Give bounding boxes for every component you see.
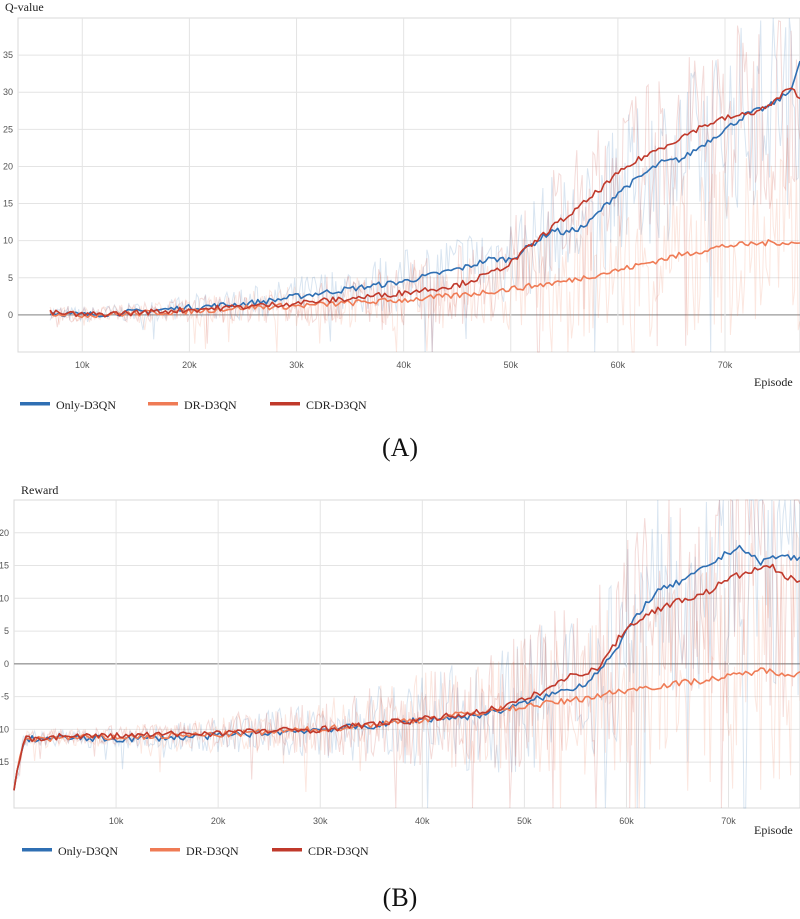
x-tick-label: 30k bbox=[289, 360, 304, 370]
y-tick-label: 5 bbox=[4, 626, 9, 636]
legend-label-cdr-d3qn: CDR-D3QN bbox=[308, 844, 369, 858]
y-tick-label: -10 bbox=[0, 724, 9, 734]
panel-a-series bbox=[49, 60, 800, 319]
series-noise-cdr bbox=[49, 20, 800, 353]
series-noise-only bbox=[13, 499, 800, 809]
series-noise-dr bbox=[13, 531, 800, 809]
legend-swatch-dr-d3qn bbox=[148, 402, 178, 406]
y-tick-label: -15 bbox=[0, 757, 9, 767]
x-tick-label: 50k bbox=[517, 816, 532, 826]
plot-frame bbox=[13, 499, 800, 809]
y-tick-label: 15 bbox=[3, 199, 13, 209]
legend-label-only-d3qn: Only-D3QN bbox=[56, 398, 116, 412]
x-tick-label: 70k bbox=[718, 360, 733, 370]
panel-b-ylabel: Reward bbox=[21, 483, 58, 497]
panel-b-legend: Only-D3QN DR-D3QN CDR-D3QN bbox=[22, 844, 369, 858]
legend-label-cdr-d3qn: CDR-D3QN bbox=[306, 398, 367, 412]
x-tick-label: 60k bbox=[611, 360, 626, 370]
panel-a-ylabel: Q-value bbox=[5, 0, 44, 14]
panel-b-caption: (B) bbox=[383, 883, 418, 912]
legend-swatch-only-d3qn bbox=[22, 848, 52, 852]
legend-swatch-only-d3qn bbox=[20, 402, 50, 406]
series-line-dr bbox=[13, 667, 800, 790]
y-tick-label: 0 bbox=[4, 659, 9, 669]
x-tick-label: 20k bbox=[182, 360, 197, 370]
series-noise-only bbox=[49, 17, 800, 353]
panel-a-noise-bands bbox=[49, 17, 800, 353]
y-tick-label: 25 bbox=[3, 124, 13, 134]
panel-a-ticks: 0 5 10 15 20 25 30 35 10k 20k 30k 40k 50k 60k 70k bbox=[3, 50, 733, 370]
legend-label-dr-d3qn: DR-D3QN bbox=[184, 398, 237, 412]
x-tick-label: 10k bbox=[109, 816, 124, 826]
panel-b-noise-bands bbox=[13, 498, 800, 809]
y-tick-label: 35 bbox=[3, 50, 13, 60]
x-tick-label: 30k bbox=[313, 816, 328, 826]
panel-b-xlabel: Episode bbox=[754, 823, 793, 837]
y-tick-label: 15 bbox=[0, 561, 9, 571]
y-tick-label: 20 bbox=[0, 528, 9, 538]
x-tick-label: 70k bbox=[721, 816, 736, 826]
legend-swatch-dr-d3qn bbox=[150, 848, 180, 852]
panel-a-legend: Only-D3QN DR-D3QN CDR-D3QN bbox=[20, 398, 367, 412]
panel-a-caption: (A) bbox=[382, 433, 418, 462]
series-line-cdr bbox=[13, 563, 800, 791]
series-line-only bbox=[49, 60, 800, 318]
panel-a: 0 5 10 15 20 25 30 35 10k 20k 30k 40k 50k 60k 70k Q-va… bbox=[3, 0, 800, 462]
y-tick-label: 0 bbox=[8, 310, 13, 320]
y-tick-label: 10 bbox=[0, 593, 9, 603]
panel-a-grid bbox=[17, 17, 800, 353]
series-line-dr bbox=[49, 239, 800, 319]
series-line-cdr bbox=[49, 87, 800, 318]
x-tick-label: 40k bbox=[415, 816, 430, 826]
legend-swatch-cdr-d3qn bbox=[272, 848, 302, 852]
legend-label-only-d3qn: Only-D3QN bbox=[58, 844, 118, 858]
y-tick-label: 10 bbox=[3, 236, 13, 246]
panel-b-ticks: -15 -10 -5 0 5 10 15 20 10k 20k 30k 40k 50k 60k 70k bbox=[0, 528, 736, 826]
x-tick-label: 20k bbox=[211, 816, 226, 826]
panel-b-grid bbox=[13, 499, 800, 809]
y-tick-label: -5 bbox=[1, 692, 9, 702]
panel-b: -15 -10 -5 0 5 10 15 20 10k 20k 30k 40k 50k 60k 70k Re… bbox=[0, 483, 800, 912]
plot-frame bbox=[17, 17, 800, 353]
panel-b-series bbox=[13, 544, 800, 791]
legend-label-dr-d3qn: DR-D3QN bbox=[186, 844, 239, 858]
y-tick-label: 5 bbox=[8, 273, 13, 283]
x-tick-label: 40k bbox=[396, 360, 411, 370]
y-tick-label: 20 bbox=[3, 161, 13, 171]
y-tick-label: 30 bbox=[3, 87, 13, 97]
legend-swatch-cdr-d3qn bbox=[270, 402, 300, 406]
series-noise-cdr bbox=[13, 498, 800, 809]
series-noise-dr bbox=[49, 137, 800, 353]
x-tick-label: 10k bbox=[75, 360, 90, 370]
panel-a-xlabel: Episode bbox=[754, 375, 793, 389]
x-tick-label: 50k bbox=[504, 360, 519, 370]
x-tick-label: 60k bbox=[619, 816, 634, 826]
